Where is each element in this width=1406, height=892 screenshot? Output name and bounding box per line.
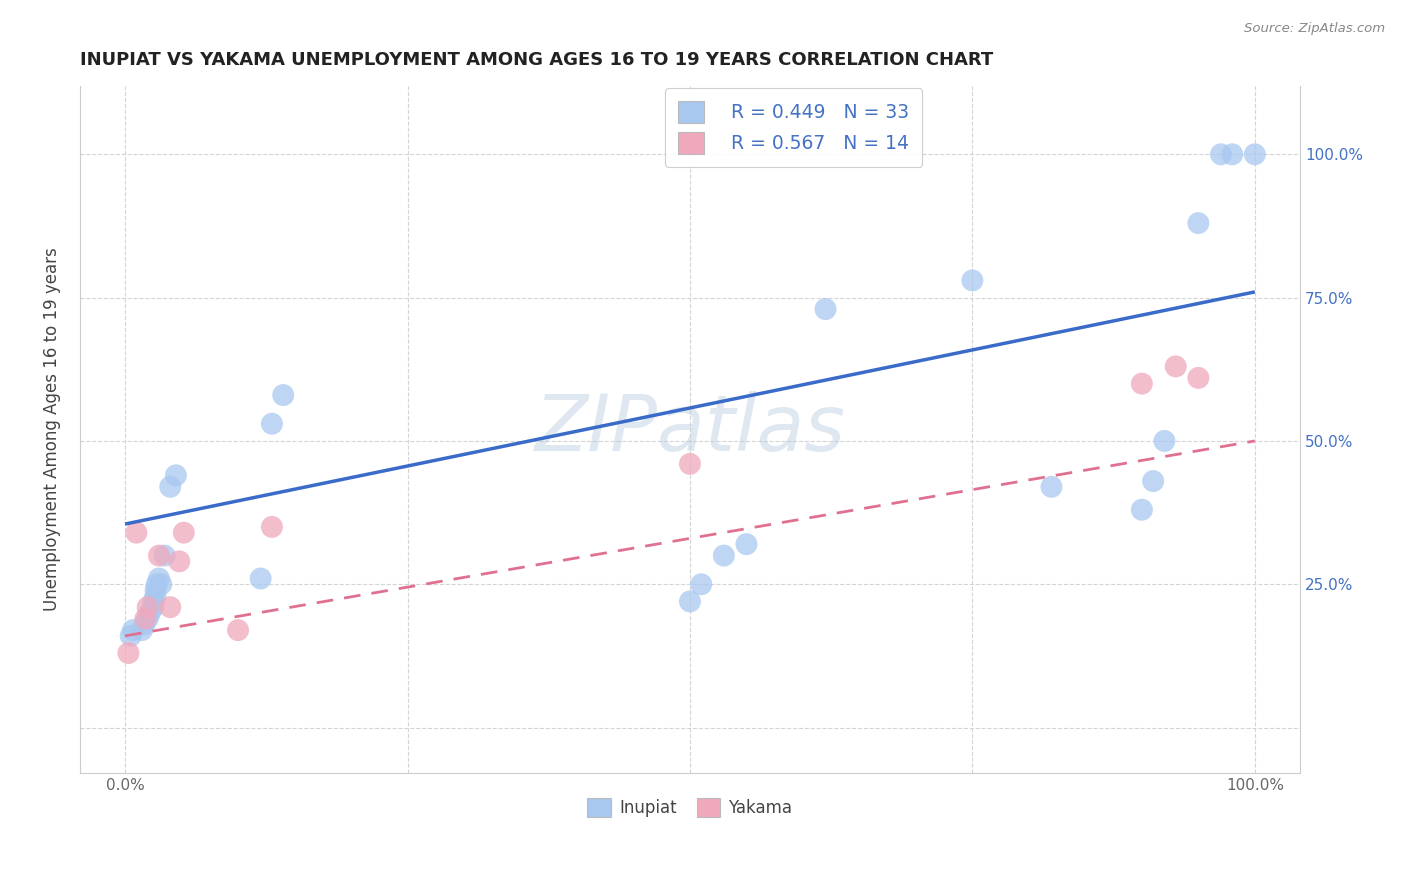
Point bbox=[1187, 216, 1209, 230]
Point bbox=[735, 537, 758, 551]
Point bbox=[142, 594, 165, 608]
Point bbox=[136, 600, 159, 615]
Point bbox=[139, 606, 162, 620]
Point bbox=[1220, 147, 1243, 161]
Point bbox=[962, 273, 984, 287]
Text: INUPIAT VS YAKAMA UNEMPLOYMENT AMONG AGES 16 TO 19 YEARS CORRELATION CHART: INUPIAT VS YAKAMA UNEMPLOYMENT AMONG AGE… bbox=[80, 51, 993, 69]
Point bbox=[165, 468, 187, 483]
Point bbox=[1187, 371, 1209, 385]
Point bbox=[136, 612, 159, 626]
Point bbox=[1153, 434, 1175, 448]
Point bbox=[148, 572, 170, 586]
Point bbox=[131, 623, 153, 637]
Point bbox=[1209, 147, 1232, 161]
Point bbox=[1243, 147, 1265, 161]
Text: Source: ZipAtlas.com: Source: ZipAtlas.com bbox=[1244, 22, 1385, 36]
Point bbox=[690, 577, 713, 591]
Point bbox=[150, 577, 173, 591]
Point bbox=[249, 572, 271, 586]
Point bbox=[142, 600, 165, 615]
Point bbox=[260, 417, 283, 431]
Point bbox=[145, 577, 167, 591]
Point bbox=[1040, 480, 1063, 494]
Point bbox=[148, 549, 170, 563]
Point bbox=[814, 302, 837, 317]
Point bbox=[260, 520, 283, 534]
Point bbox=[271, 388, 294, 402]
Legend: Inupiat, Yakama: Inupiat, Yakama bbox=[581, 791, 799, 823]
Point bbox=[1142, 474, 1164, 488]
Point bbox=[1130, 376, 1153, 391]
Point bbox=[134, 617, 156, 632]
Point bbox=[713, 549, 735, 563]
Y-axis label: Unemployment Among Ages 16 to 19 years: Unemployment Among Ages 16 to 19 years bbox=[44, 248, 60, 611]
Point bbox=[169, 554, 191, 568]
Point bbox=[134, 612, 156, 626]
Point bbox=[159, 480, 181, 494]
Point bbox=[173, 525, 195, 540]
Point bbox=[1130, 502, 1153, 516]
Point bbox=[125, 525, 148, 540]
Point bbox=[679, 457, 702, 471]
Point bbox=[145, 589, 167, 603]
Point bbox=[679, 594, 702, 608]
Point bbox=[226, 623, 249, 637]
Point bbox=[120, 629, 142, 643]
Point bbox=[117, 646, 139, 660]
Point bbox=[159, 600, 181, 615]
Text: ZIPatlas: ZIPatlas bbox=[534, 392, 845, 467]
Point bbox=[145, 582, 167, 597]
Point bbox=[153, 549, 176, 563]
Point bbox=[1164, 359, 1187, 374]
Point bbox=[122, 623, 145, 637]
